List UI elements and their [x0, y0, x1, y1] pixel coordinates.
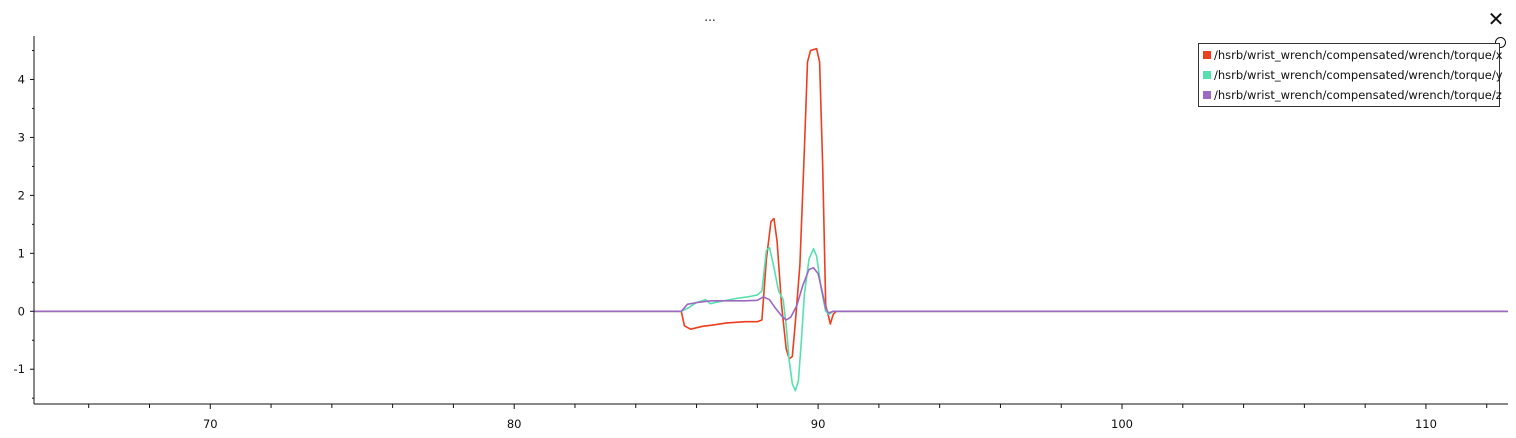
x-tick-label: 100 [1111, 417, 1133, 431]
legend-swatch-z [1203, 91, 1211, 99]
legend-swatch-x [1203, 51, 1211, 59]
y-tick-label: 3 [18, 130, 25, 144]
series-line-torque-z [34, 267, 1508, 321]
y-tick-label: 4 [18, 72, 25, 86]
legend-swatch-y [1203, 71, 1211, 79]
x-tick-label: 70 [203, 417, 218, 431]
legend-label-y: /hsrb/wrist_wrench/compensated/wrench/to… [1214, 68, 1503, 82]
resize-handle-icon[interactable] [1495, 37, 1506, 48]
legend-item-torque-y[interactable]: /hsrb/wrist_wrench/compensated/wrench/to… [1203, 65, 1503, 85]
y-tick-label: 0 [18, 304, 25, 318]
series-line-torque-y [34, 246, 1508, 392]
legend-label-z: /hsrb/wrist_wrench/compensated/wrench/to… [1214, 88, 1502, 102]
legend-item-torque-z[interactable]: /hsrb/wrist_wrench/compensated/wrench/to… [1203, 85, 1502, 105]
window-title: ... [704, 10, 716, 24]
x-tick-label: 90 [811, 417, 826, 431]
series-line-torque-x [34, 47, 1508, 360]
x-tick-label: 110 [1415, 417, 1437, 431]
series-layer [34, 47, 1508, 392]
x-tick-label: 80 [507, 417, 522, 431]
close-icon[interactable]: ✕ [1487, 7, 1505, 31]
y-tick-label: 2 [18, 188, 25, 202]
legend-label-x: /hsrb/wrist_wrench/compensated/wrench/to… [1214, 48, 1503, 62]
chart-legend: /hsrb/wrist_wrench/compensated/wrench/to… [1198, 43, 1503, 107]
axes-layer: -1 0 1 2 3 4 70 80 90 100 110 [14, 36, 1508, 431]
y-tick-label: 1 [18, 246, 25, 260]
y-tick-label: -1 [14, 362, 25, 376]
legend-item-torque-x[interactable]: /hsrb/wrist_wrench/compensated/wrench/to… [1203, 45, 1503, 65]
